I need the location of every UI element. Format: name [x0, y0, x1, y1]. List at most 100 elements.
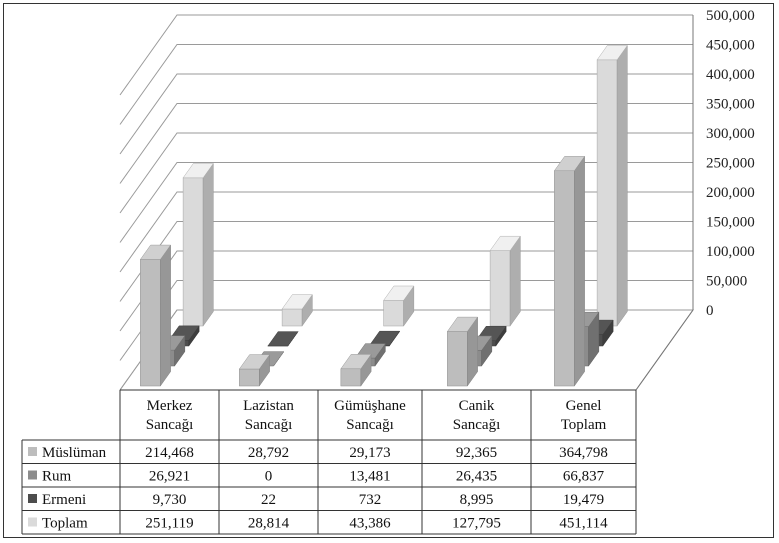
bar-3-4 — [596, 44, 628, 327]
data-label: 28,792 — [248, 445, 289, 461]
gridline — [119, 250, 693, 332]
gridline — [119, 280, 693, 361]
category-label: Sancağı — [346, 417, 393, 433]
y-tick-label: 150,000 — [706, 215, 755, 231]
bar-0-4 — [553, 155, 586, 387]
category-label: Genel — [566, 398, 602, 414]
bar-0-3 — [446, 316, 479, 387]
floor-right-edge — [635, 309, 694, 391]
data-label: 26,435 — [456, 469, 497, 485]
gridline — [119, 44, 693, 125]
bar-front — [281, 308, 303, 327]
data-label: 0 — [265, 469, 273, 485]
category-label: Gümüşhane — [334, 398, 406, 414]
y-tick-label: 400,000 — [706, 67, 755, 83]
bar-top — [596, 45, 628, 61]
legend-swatch — [28, 517, 37, 527]
category-label: Lazistan — [243, 398, 294, 414]
bar-front — [340, 368, 362, 387]
gridline — [119, 132, 693, 214]
legend-label: Ermeni — [42, 492, 86, 508]
bar-3-0 — [182, 162, 214, 327]
data-label: 251,119 — [145, 516, 193, 532]
bar-0-2 — [340, 353, 372, 387]
y-tick-label: 350,000 — [706, 97, 755, 113]
bar-side — [160, 244, 171, 387]
y-tick-label: 200,000 — [706, 185, 755, 201]
gridline — [119, 221, 693, 302]
bar-front — [182, 177, 204, 327]
legend-swatch — [28, 494, 37, 503]
category-label: Canik — [459, 398, 495, 414]
data-label: 9,730 — [153, 492, 187, 508]
bar-front — [447, 331, 468, 387]
category-label: Sancağı — [245, 417, 292, 433]
legend-label: Toplam — [42, 516, 88, 532]
bar-front — [489, 250, 511, 327]
data-table: Merkez Sancağı Lazistan Sancağı Gümüşhane San… — [21, 389, 637, 535]
data-label: 29,173 — [349, 445, 390, 461]
y-tick-label: 0 — [706, 303, 714, 319]
gridline — [119, 103, 693, 184]
y-axis: 0 50,000 100,000 150,000 200,000 250,000 300,0… — [635, 8, 755, 391]
bar-3-1 — [281, 293, 313, 327]
bar-top — [489, 235, 521, 251]
gridline — [119, 309, 693, 391]
y-tick-label: 450,000 — [706, 38, 755, 54]
bar-top — [238, 354, 271, 370]
bar-front — [383, 300, 404, 327]
data-label: 127,795 — [452, 516, 501, 532]
data-label: 451,114 — [559, 516, 608, 532]
bar-3-3 — [489, 235, 521, 327]
bar-0-0 — [139, 244, 172, 387]
y-tick-label: 500,000 — [706, 8, 755, 24]
legend-label: Müslüman — [42, 445, 107, 461]
bar-side — [509, 235, 521, 327]
bar-top — [553, 156, 586, 172]
bar-front — [596, 59, 618, 327]
data-label: 732 — [359, 492, 382, 508]
y-tick-label: 250,000 — [706, 156, 755, 172]
gridline — [119, 73, 693, 155]
gridline — [119, 162, 693, 243]
bar-top — [281, 294, 313, 310]
bar-top — [446, 316, 479, 332]
legend-label: Rum — [42, 469, 72, 485]
category-label: Sancağı — [146, 417, 193, 433]
data-label: 364,798 — [559, 445, 608, 461]
bars — [139, 44, 628, 387]
y-tick-label: 300,000 — [706, 126, 755, 142]
data-label: 22 — [261, 492, 276, 508]
data-label: 19,479 — [563, 492, 604, 508]
data-label: 66,837 — [563, 469, 605, 485]
legend-swatch — [28, 470, 37, 480]
bar-side — [574, 155, 585, 387]
data-label: 28,814 — [248, 516, 290, 532]
chart-frame — [3, 3, 774, 538]
gridline — [119, 191, 693, 273]
gridline — [119, 14, 693, 96]
bar-top — [383, 285, 415, 301]
data-label: 43,386 — [349, 516, 391, 532]
bar-side — [616, 44, 628, 327]
category-label: Toplam — [561, 417, 607, 433]
bar-top — [139, 244, 172, 260]
bar-0-1 — [238, 353, 271, 387]
legend-swatch — [28, 447, 37, 456]
data-label: 8,995 — [460, 492, 494, 508]
y-tick-label: 50,000 — [706, 274, 747, 290]
bar-side — [202, 162, 214, 327]
bar-front — [554, 170, 575, 387]
data-label: 26,921 — [149, 469, 190, 485]
bar-top — [267, 331, 299, 347]
data-label: 92,365 — [456, 445, 497, 461]
data-label: 13,481 — [349, 469, 390, 485]
bar-3-2 — [383, 285, 415, 327]
bar-top — [340, 354, 372, 370]
category-label: Merkez — [147, 398, 193, 414]
bar-top — [182, 163, 214, 179]
data-label: 214,468 — [145, 445, 194, 461]
y-tick-label: 100,000 — [706, 244, 755, 260]
bar-2-1 — [267, 330, 299, 347]
